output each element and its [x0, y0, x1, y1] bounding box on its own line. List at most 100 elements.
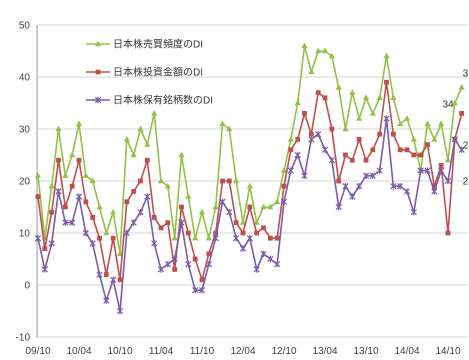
series-3-point [458, 146, 465, 153]
series-2-point [404, 147, 410, 153]
series-1-point [294, 99, 301, 106]
series-3-point [75, 193, 83, 200]
series-2-point [151, 215, 157, 220]
series-1-point [69, 151, 76, 158]
series-2-point [117, 277, 123, 283]
series-1-point [328, 52, 335, 59]
series-1-point [151, 110, 158, 116]
x-tick-label: 12/10 [271, 346, 296, 357]
series-1-point [451, 99, 458, 106]
series-1-point [171, 234, 178, 241]
series-2-point [384, 79, 389, 85]
series-3-point [342, 183, 349, 190]
series-3-point [287, 167, 294, 174]
data-labels: 3 34 2 2 [442, 68, 468, 187]
series-3-point [294, 151, 301, 159]
series-3-point [137, 209, 144, 216]
y-tick-label: 30 [19, 125, 31, 136]
series-1-point [157, 177, 165, 184]
series-2-point [90, 215, 96, 220]
series-3-point [55, 188, 62, 195]
series-2-point [390, 131, 396, 137]
series-2-point [220, 178, 225, 184]
series-3-point [157, 266, 165, 273]
series-1-point [438, 120, 445, 126]
series-1-point [219, 120, 226, 126]
series-3-point [321, 146, 329, 153]
series-3-point [410, 209, 417, 216]
series-3-point [328, 157, 335, 164]
x-tick-label: 14/04 [394, 346, 419, 357]
series-3-point [335, 203, 342, 211]
series-3-point [185, 261, 192, 268]
series-3-point [41, 266, 48, 273]
series-3-point [417, 167, 424, 174]
series-2-point [329, 126, 335, 132]
series-1-point [246, 182, 253, 189]
series-3-point [424, 167, 431, 174]
series-3-point [192, 287, 199, 294]
series-1-point [96, 203, 103, 210]
series-2-point [35, 194, 41, 199]
x-tick-label: 11/10 [190, 346, 215, 357]
x-tick-label: 13/10 [353, 346, 378, 357]
series-2-point [431, 183, 437, 189]
series-3-point [144, 193, 151, 200]
series-2-point [83, 199, 89, 205]
axes: 50 40 30 20 10 0 -10 09/10 10/04 10/10 11/04 11/10 1… [16, 21, 461, 358]
series-3-point [246, 235, 253, 242]
y-tick-label: 10 [19, 229, 31, 240]
series-2-point [281, 183, 287, 189]
series-1-point [356, 115, 363, 121]
series-3-point [397, 183, 404, 190]
series-3-point [219, 198, 226, 205]
series-3-point [369, 172, 376, 179]
legend-swatch-marker [94, 40, 102, 47]
series-2-point [343, 152, 348, 158]
series-3-point [431, 188, 438, 195]
series-2-point [247, 204, 253, 210]
series-2-point [185, 230, 191, 236]
series-1-point [383, 52, 390, 59]
series-3-point [301, 172, 308, 179]
series-3-point [280, 198, 288, 205]
series-3-point [89, 240, 96, 247]
series-3-point [198, 287, 206, 294]
series-1-point [164, 182, 171, 189]
series-3-point [69, 219, 76, 226]
series-2-point [267, 235, 273, 241]
series-1-point [287, 136, 294, 142]
series-layer [34, 42, 465, 315]
series-2-point [124, 199, 130, 205]
series-1-point [274, 198, 281, 204]
series-2-point [144, 157, 150, 163]
series-1-point [267, 203, 274, 210]
series-1-point [342, 125, 349, 132]
x-tick-label: 10/10 [107, 346, 132, 357]
series-1-point [239, 219, 247, 225]
series-1-point [62, 172, 69, 178]
legend-item: 日本株投資金額のDI [86, 66, 203, 79]
series-1-point [424, 120, 431, 126]
series-2-point [179, 204, 184, 210]
legend-swatch-marker [95, 69, 101, 75]
series-3-point [34, 235, 42, 242]
series-3-point [164, 261, 171, 268]
series-2-point [308, 131, 314, 137]
series-3-point [171, 255, 178, 263]
series-1 [34, 42, 465, 256]
series-2-point [56, 157, 61, 163]
series-2-point [138, 178, 143, 184]
legend-label: 日本株売買頻度のDI [113, 38, 203, 51]
x-tick-label: 10/04 [66, 346, 91, 357]
series-3-point [315, 131, 322, 138]
series-3-point [444, 177, 452, 185]
series-2-point [206, 251, 212, 257]
legend-item: 日本株売買頻度のDI [86, 38, 203, 51]
series-2-point [49, 209, 55, 215]
series-2-point [288, 147, 294, 153]
series-1-point [335, 84, 342, 90]
series-3-point [239, 245, 247, 252]
series-2-point [349, 157, 355, 163]
